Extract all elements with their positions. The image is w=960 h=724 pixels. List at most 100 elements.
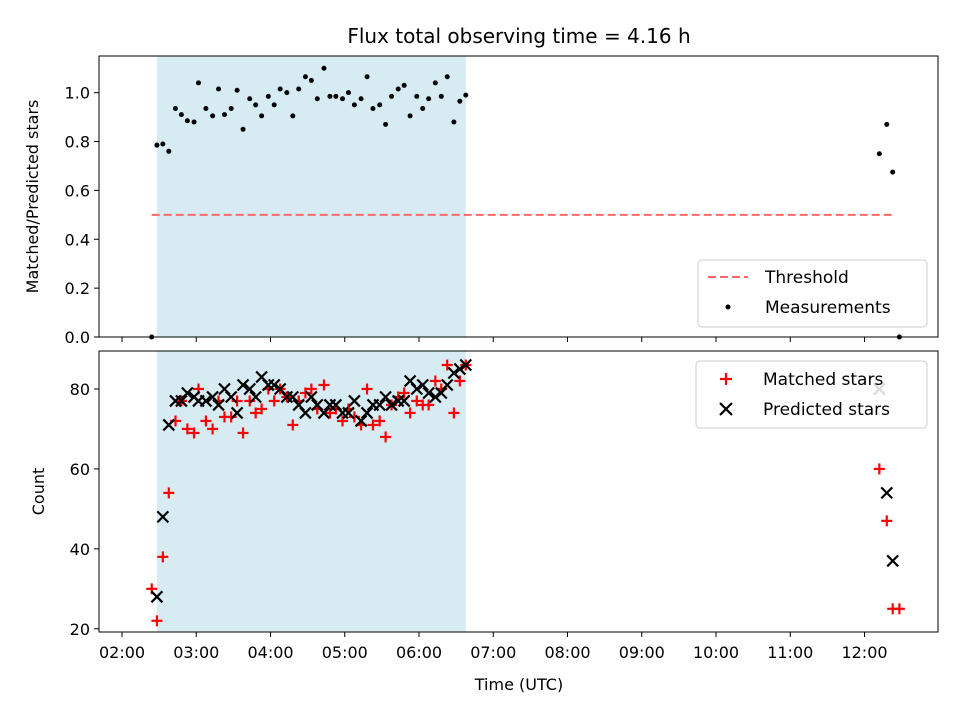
- measurement-point: [265, 93, 271, 99]
- measurement-point: [240, 126, 246, 132]
- measurement-point: [184, 118, 190, 124]
- count-y-tick-label: 40: [70, 540, 90, 559]
- x-tick-label: 10:00: [693, 643, 739, 662]
- count-legend: Matched stars Predicted stars: [695, 360, 928, 429]
- predicted-star-point: [181, 386, 194, 400]
- x-tick-label: 12:00: [841, 643, 887, 662]
- x-tick-label: 05:00: [322, 643, 368, 662]
- measurement-point: [401, 82, 407, 88]
- count-y-tick-label: 60: [70, 460, 90, 479]
- matched-star-point: [411, 395, 423, 407]
- count-panel: 20 40 60 80 02:00 03:00 04:00 05:00 06:00 07:00 0…: [29, 350, 939, 662]
- matched-star-point: [429, 375, 441, 387]
- predicted-star-point: [385, 398, 398, 412]
- matched-star-point: [256, 403, 268, 415]
- matched-star-point: [423, 399, 435, 411]
- measurement-point: [302, 74, 308, 80]
- predicted-star-point: [230, 406, 244, 420]
- measurement-point: [154, 142, 160, 148]
- measurement-point: [420, 106, 426, 112]
- measurement-point: [451, 119, 457, 125]
- matched-star-point: [337, 415, 349, 427]
- ratio-panel-frame: [98, 55, 939, 338]
- count-y-axis-label: Count: [29, 468, 48, 516]
- measurement-point: [247, 96, 253, 102]
- legend-measurements-label: Measurements: [765, 298, 891, 318]
- x-tick-label: 11:00: [767, 643, 813, 662]
- measurement-point: [166, 148, 172, 154]
- measurement-point: [395, 86, 401, 92]
- predicted-star-point: [299, 406, 312, 420]
- measurement-point: [234, 87, 240, 93]
- matched-star-point: [244, 395, 256, 407]
- observing-window-shade: [156, 56, 466, 337]
- count-panel-frame: [98, 350, 939, 633]
- measurement-point: [407, 113, 413, 119]
- predicted-star-point: [435, 386, 448, 400]
- x-tick-label: 09:00: [619, 643, 665, 662]
- matched-star-point: [299, 387, 311, 399]
- matched-star-point: [188, 427, 200, 439]
- measurement-point: [414, 93, 420, 99]
- x-tick-label: 02:00: [99, 643, 145, 662]
- matched-star-point: [361, 383, 373, 395]
- matched-star-point: [163, 487, 175, 499]
- x-tick-label: 04:00: [247, 643, 293, 662]
- ratio-panel: 0.0 0.2 0.4 0.6 0.8 1.0 Matched/Predicted sta…: [23, 55, 939, 347]
- matched-star-point: [268, 395, 280, 407]
- ratio-y-tick-label: 1.0: [65, 84, 90, 103]
- measurement-point: [370, 106, 376, 112]
- predicted-star-point: [224, 390, 238, 404]
- measurement-point: [358, 96, 364, 102]
- matched-star-point: [873, 463, 885, 475]
- predicted-star-point: [206, 390, 219, 404]
- predicted-star-point: [162, 418, 176, 432]
- measurement-point: [314, 96, 320, 102]
- measurement-point: [876, 151, 882, 157]
- predicted-star-point: [236, 378, 250, 392]
- predicted-star-point: [453, 362, 467, 376]
- measurement-point: [308, 77, 314, 83]
- measurement-point: [383, 121, 389, 127]
- measurement-point: [290, 113, 296, 119]
- measurement-point: [389, 93, 395, 99]
- predicted-star-point: [440, 378, 454, 392]
- predicted-star-point: [422, 386, 435, 400]
- matched-star-point: [200, 415, 212, 427]
- predicted-star-point: [379, 390, 392, 404]
- matched-star-point: [404, 407, 416, 419]
- measurement-point: [321, 65, 327, 71]
- matched-star-point: [374, 415, 386, 427]
- ratio-legend-box: [697, 259, 928, 328]
- matched-star-point: [207, 423, 219, 435]
- measurement-point: [228, 106, 234, 112]
- predicted-star-point: [305, 390, 318, 404]
- measurement-point: [438, 93, 444, 99]
- matched-star-point: [250, 407, 262, 419]
- count-legend-box: [695, 360, 928, 429]
- measurement-point: [210, 113, 216, 119]
- predicted-star-point: [249, 390, 262, 404]
- matched-star-point: [231, 395, 243, 407]
- predicted-star-point: [286, 390, 300, 404]
- predicted-star-point: [447, 366, 461, 380]
- measurement-point: [195, 80, 201, 86]
- matched-star-point: [398, 387, 410, 399]
- predicted-star-point: [459, 358, 473, 372]
- measurement-point: [221, 112, 227, 118]
- matched-star-point: [287, 419, 299, 431]
- predicted-star-point: [397, 394, 411, 408]
- predicted-star-point: [354, 414, 368, 428]
- measurement-point: [890, 169, 896, 175]
- measurement-point: [191, 119, 197, 125]
- matched-star-point: [893, 603, 905, 615]
- legend-matched-label: Matched stars: [763, 370, 883, 390]
- predicted-star-point: [212, 398, 225, 412]
- x-tick-label: 03:00: [173, 643, 219, 662]
- chart-title: Flux total observing time = 4.16 h: [347, 24, 690, 48]
- measurement-point: [253, 102, 259, 108]
- predicted-star-point: [342, 406, 355, 420]
- predicted-star-point: [317, 406, 331, 420]
- measurement-point: [884, 121, 890, 127]
- measurement-point: [160, 141, 166, 147]
